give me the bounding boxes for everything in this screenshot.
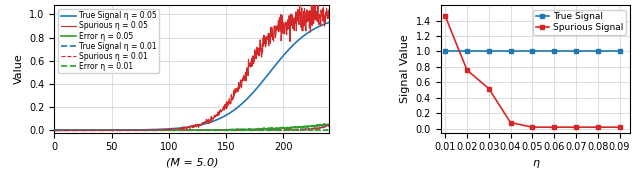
Spurious η = 0.05 <box>51 129 58 131</box>
Line: Spurious Signal: Spurious Signal <box>443 13 622 130</box>
Legend: True Signal η = 0.05, Spurious η = 0.05, Error η = 0.05, True Signal η = 0.01, S: True Signal η = 0.05, Spurious η = 0.05,… <box>58 9 159 73</box>
Error η = 0.05 <box>287 126 295 128</box>
Error η = 0.05 <box>218 129 225 131</box>
Spurious η = 0.01 <box>326 125 333 127</box>
Y-axis label: Value: Value <box>13 54 24 84</box>
True Signal <box>616 50 623 53</box>
Error η = 0.01 <box>67 129 75 131</box>
Error η = 0.05 <box>210 129 218 131</box>
True Signal η = 0.01 <box>210 129 218 131</box>
Spurious Signal <box>442 15 449 17</box>
Spurious Signal <box>485 88 493 90</box>
Error η = 0.01 <box>210 129 218 131</box>
X-axis label: η: η <box>532 158 539 168</box>
Error η = 0.05 <box>326 123 333 125</box>
Spurious Signal <box>463 69 471 71</box>
Line: True Signal η = 0.05: True Signal η = 0.05 <box>54 22 330 130</box>
Error η = 0.05 <box>67 129 75 131</box>
Y-axis label: Signal Value: Signal Value <box>400 35 410 103</box>
Error η = 0.01 <box>287 129 295 131</box>
True Signal η = 0.01 <box>218 129 225 131</box>
Spurious η = 0.01 <box>51 129 58 131</box>
Spurious η = 0.05 <box>210 115 218 117</box>
Error η = 0.01 <box>280 129 288 131</box>
True Signal <box>485 50 493 53</box>
True Signal <box>507 50 515 53</box>
Error η = 0.05 <box>259 128 267 130</box>
True Signal <box>572 50 580 53</box>
True Signal <box>550 50 558 53</box>
Spurious η = 0.05 <box>226 99 234 101</box>
Error η = 0.05 <box>320 123 328 125</box>
Spurious Signal <box>572 126 580 128</box>
Error η = 0.01 <box>51 129 58 131</box>
Spurious Signal <box>594 126 602 128</box>
Spurious η = 0.01 <box>259 129 267 131</box>
Error η = 0.01 <box>218 129 225 131</box>
Line: True Signal η = 0.01: True Signal η = 0.01 <box>54 126 330 130</box>
Legend: True Signal, Spurious Signal: True Signal, Spurious Signal <box>533 10 626 35</box>
Spurious η = 0.01 <box>210 129 218 131</box>
Error η = 0.05 <box>226 129 234 131</box>
Spurious Signal <box>507 122 515 124</box>
Spurious Signal <box>550 126 558 128</box>
Error η = 0.05 <box>51 129 58 131</box>
True Signal η = 0.05 <box>210 120 218 122</box>
Spurious η = 0.01 <box>287 129 295 131</box>
True Signal η = 0.05 <box>326 21 333 23</box>
Error η = 0.01 <box>314 129 322 131</box>
True Signal <box>529 50 536 53</box>
Error η = 0.01 <box>326 129 333 131</box>
True Signal <box>442 50 449 53</box>
Spurious η = 0.05 <box>259 39 267 41</box>
True Signal η = 0.05 <box>259 80 267 82</box>
True Signal η = 0.01 <box>226 129 234 131</box>
Line: Error η = 0.05: Error η = 0.05 <box>54 124 330 130</box>
True Signal <box>463 50 471 53</box>
Spurious η = 0.05 <box>308 1 316 3</box>
True Signal η = 0.01 <box>287 129 295 131</box>
True Signal η = 0.05 <box>218 117 225 119</box>
Spurious η = 0.05 <box>326 8 333 10</box>
Spurious Signal <box>616 126 623 128</box>
True Signal <box>594 50 602 53</box>
True Signal η = 0.01 <box>67 129 75 131</box>
Line: True Signal: True Signal <box>443 49 622 54</box>
Error η = 0.01 <box>259 129 267 131</box>
True Signal η = 0.05 <box>67 129 75 131</box>
True Signal η = 0.05 <box>287 46 295 48</box>
Spurious η = 0.01 <box>67 129 75 131</box>
Spurious Signal <box>529 126 536 128</box>
True Signal η = 0.05 <box>226 112 234 114</box>
Spurious η = 0.05 <box>67 129 75 131</box>
Spurious η = 0.01 <box>280 129 287 131</box>
Spurious η = 0.05 <box>218 111 225 113</box>
Line: Spurious η = 0.05: Spurious η = 0.05 <box>54 2 330 130</box>
Spurious η = 0.05 <box>287 13 295 15</box>
True Signal η = 0.05 <box>51 129 58 131</box>
True Signal η = 0.01 <box>326 125 333 127</box>
True Signal η = 0.01 <box>51 129 58 131</box>
Error η = 0.01 <box>226 129 234 131</box>
Spurious η = 0.01 <box>226 129 234 131</box>
X-axis label: (M = 5.0): (M = 5.0) <box>166 158 218 168</box>
Line: Spurious η = 0.01: Spurious η = 0.01 <box>54 125 330 130</box>
Error η = 0.05 <box>231 129 239 131</box>
Spurious η = 0.01 <box>218 129 225 131</box>
Spurious η = 0.01 <box>324 124 332 126</box>
True Signal η = 0.01 <box>259 129 267 131</box>
